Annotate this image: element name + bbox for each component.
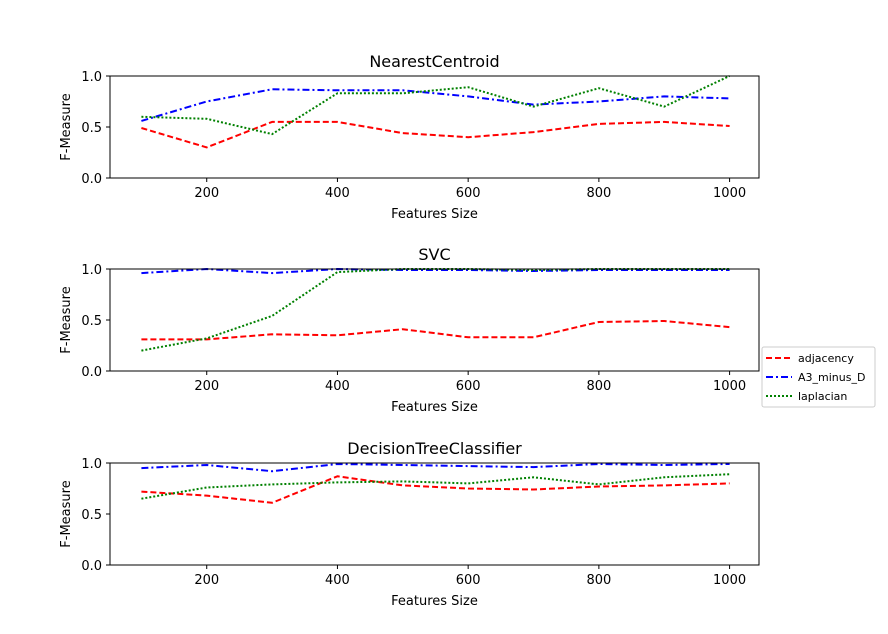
y-tick-label-0-2: 1.0: [81, 70, 102, 85]
chart-title-1: SVC: [418, 245, 450, 264]
series-line-adjacency-2: [141, 475, 730, 504]
plot-frame-0: [109, 75, 760, 179]
x-tick-label-0-3: 800: [586, 186, 611, 201]
x-tick-label-0-4: 1000: [713, 186, 746, 201]
y-axis-label-1: F-Measure: [59, 286, 74, 353]
plot-frame-1: [109, 268, 760, 372]
legend-label-adjacency: adjacency: [798, 352, 854, 365]
x-axis-label-2: Features Size: [391, 594, 478, 609]
x-tick-label-0-2: 600: [456, 186, 481, 201]
series-line-adjacency-0: [141, 120, 730, 149]
x-tick-label-2-2: 600: [456, 573, 481, 588]
y-tick-label-1-2: 1.0: [81, 263, 102, 278]
series-line-adjacency-1: [141, 320, 730, 341]
y-tick-label-1-0: 0.0: [81, 365, 102, 380]
plot-frame-2: [109, 462, 760, 566]
y-tick-label-2-0: 0.0: [81, 559, 102, 574]
x-axis-label-0: Features Size: [391, 207, 478, 222]
legend-label-laplacian: laplacian: [798, 390, 847, 403]
y-tick-label-0-0: 0.0: [81, 172, 102, 187]
legend-label-A3_minus_D: A3_minus_D: [798, 371, 865, 384]
chart-title-2: DecisionTreeClassifier: [347, 439, 522, 458]
x-tick-label-1-2: 600: [456, 379, 481, 394]
x-tick-label-1-1: 400: [325, 379, 350, 394]
legend-box: [761, 346, 876, 408]
x-tick-label-0-1: 400: [325, 186, 350, 201]
x-tick-label-2-3: 800: [586, 573, 611, 588]
y-tick-label-0-1: 0.5: [81, 121, 102, 136]
x-tick-label-0-0: 200: [194, 186, 219, 201]
chart-title-0: NearestCentroid: [369, 52, 499, 71]
x-axis-label-1: Features Size: [391, 400, 478, 415]
x-tick-label-1-4: 1000: [713, 379, 746, 394]
series-line-A3_minus_D-2: [141, 463, 730, 473]
y-axis-label-0: F-Measure: [59, 93, 74, 160]
y-tick-label-2-2: 1.0: [81, 457, 102, 472]
series-line-laplacian-0: [141, 75, 731, 136]
x-tick-label-1-3: 800: [586, 379, 611, 394]
series-line-A3_minus_D-0: [141, 88, 730, 122]
series-line-laplacian-2: [141, 473, 730, 500]
series-line-laplacian-1: [141, 268, 730, 352]
y-tick-label-1-1: 0.5: [81, 314, 102, 329]
y-tick-label-2-1: 0.5: [81, 508, 102, 523]
y-axis-label-2: F-Measure: [59, 480, 74, 547]
x-tick-label-2-1: 400: [325, 573, 350, 588]
x-tick-label-2-4: 1000: [713, 573, 746, 588]
x-tick-label-1-0: 200: [194, 379, 219, 394]
x-tick-label-2-0: 200: [194, 573, 219, 588]
